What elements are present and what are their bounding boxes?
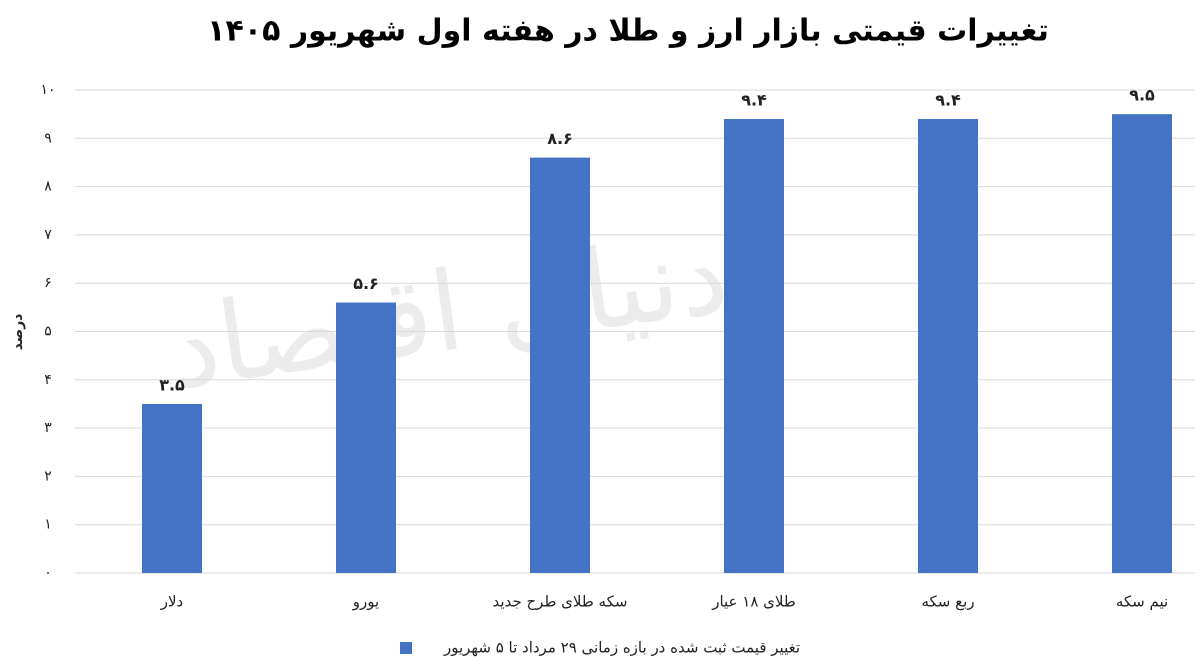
legend-swatch: [400, 642, 412, 654]
y-axis-label: درصد: [10, 314, 26, 351]
bar: [724, 118, 784, 573]
data-label: ۵.۶: [353, 274, 379, 293]
x-tick-label: سکه طلای طرح جدید: [493, 593, 628, 611]
data-label: ۹.۵: [1129, 86, 1155, 105]
bar: [142, 403, 202, 573]
watermark: دنیای اقتصاد: [161, 209, 735, 414]
y-tick-label: ۳: [44, 420, 52, 436]
bar: [918, 118, 978, 573]
y-tick-label: ۷: [44, 227, 52, 243]
data-label: ۸.۶: [547, 129, 573, 148]
chart-title: تغییرات قیمتی بازار ارز و طلا در هفته او…: [207, 14, 1049, 49]
x-tick-label: یورو: [352, 593, 379, 611]
y-tick-label: ۶: [44, 275, 52, 291]
bar: [530, 157, 590, 573]
y-tick-label: ۲: [44, 468, 52, 484]
y-tick-label: ۸: [44, 179, 52, 195]
legend-label: تغییر قیمت ثبت شده در بازه زمانی ۲۹ مردا…: [443, 639, 800, 657]
bar: [1112, 114, 1172, 574]
y-tick-label: ۹: [44, 130, 52, 146]
bar: [336, 302, 396, 573]
x-tick-label: ربع سکه: [921, 593, 974, 611]
data-label: ۳.۵: [159, 375, 185, 394]
y-tick-label: ۴: [44, 372, 52, 388]
y-tick-label: ۵: [44, 324, 52, 340]
x-tick-label: نیم سکه: [1116, 593, 1168, 611]
y-tick-label: ۱: [44, 517, 52, 533]
x-tick-label: دلار: [160, 593, 183, 611]
y-tick-label: ۱۰: [40, 82, 55, 98]
y-tick-label: ۰: [44, 565, 52, 581]
data-label: ۹.۴: [935, 90, 961, 109]
data-label: ۹.۴: [741, 90, 767, 109]
x-tick-label: طلای ۱۸ عیار: [711, 593, 796, 611]
